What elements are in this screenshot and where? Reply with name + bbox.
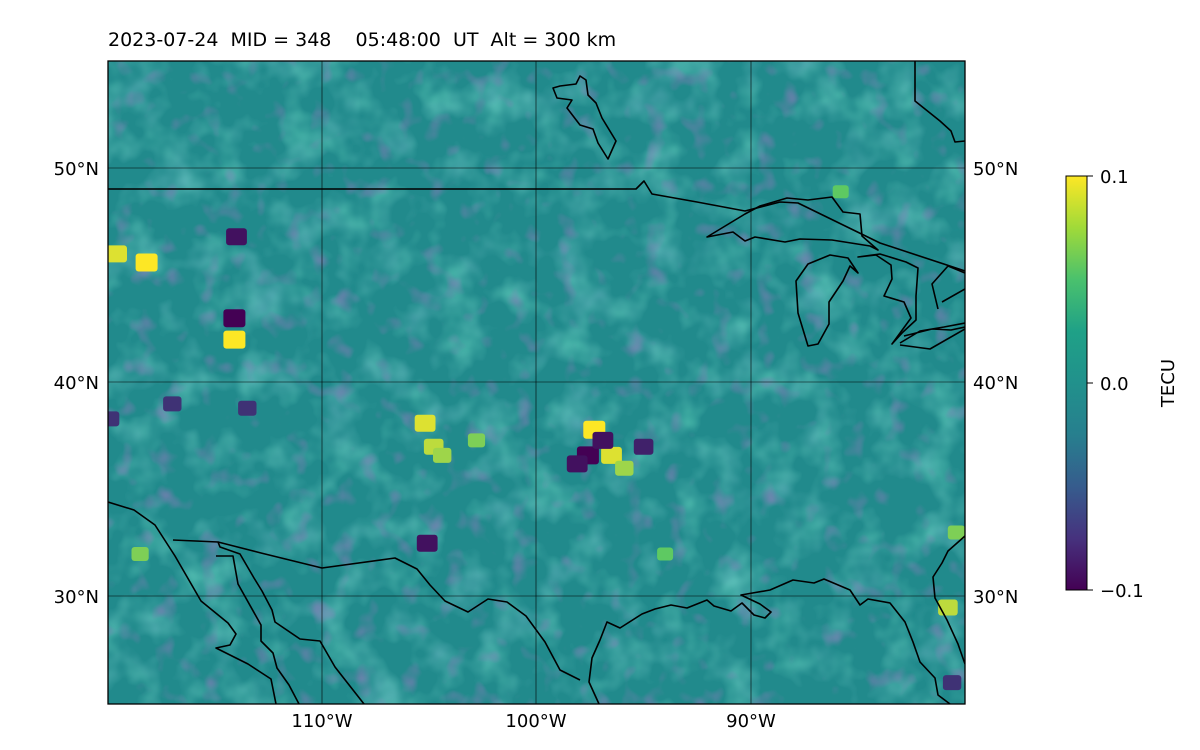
- coastlines-borders: [108, 61, 965, 704]
- tec-texture-dark: [108, 61, 965, 704]
- gulf-coast-west: [588, 578, 951, 704]
- lon-label-110w: 110°W: [291, 711, 352, 732]
- tec-field: [108, 61, 965, 704]
- tec-anomaly-4: [226, 228, 247, 246]
- lon-label-90w: 90°W: [726, 711, 776, 732]
- colorbar-tick-label-zero: 0.0: [1100, 374, 1129, 395]
- tec-anomaly-17: [416, 534, 438, 552]
- lat-label-30n-right: 30°N: [973, 587, 1018, 608]
- tec-anomaly-7: [414, 414, 436, 432]
- hudson-bay-coast: [914, 61, 965, 143]
- latitude-labels-right: 50°N 40°N 30°N: [973, 159, 1018, 608]
- tec-anomaly-22: [947, 525, 965, 540]
- lat-label-40n-right: 40°N: [973, 373, 1018, 394]
- james-bay-island: [552, 75, 617, 160]
- colorbar-gradient: [1065, 175, 1088, 591]
- colorbar-tick-label-min: −0.1: [1100, 581, 1144, 602]
- gridlines: [108, 61, 965, 704]
- tec-anomaly-16: [592, 431, 614, 449]
- tec-anomaly-2: [223, 330, 246, 349]
- tec-anomaly-9: [467, 433, 486, 448]
- lake-huron: [857, 253, 919, 345]
- tec-anomaly-24: [832, 185, 849, 199]
- anomaly-layer: [108, 185, 965, 691]
- tec-anomaly-25: [657, 547, 674, 561]
- tec-anomaly-18: [163, 396, 182, 412]
- tec-anomaly-15: [633, 438, 654, 455]
- lake-erie-ontario: [899, 265, 965, 350]
- tec-anomaly-0: [135, 253, 158, 272]
- tec-anomaly-19: [238, 400, 257, 416]
- lat-label-40n-left: 40°N: [54, 373, 99, 394]
- colorbar-tick-label-max: 0.1: [1100, 167, 1129, 188]
- florida-atlantic-coast: [932, 535, 965, 665]
- gulf-of-california-west: [216, 555, 300, 704]
- lon-label-100w: 100°W: [505, 711, 566, 732]
- map-frame: [107, 60, 966, 705]
- gulf-of-california-east: [172, 539, 365, 704]
- tec-anomaly-12: [615, 460, 634, 476]
- lat-label-50n-right: 50°N: [973, 159, 1018, 180]
- longitude-labels: 110°W 100°W 90°W: [291, 711, 776, 732]
- tec-anomaly-8: [433, 447, 452, 463]
- tec-anomaly-14: [566, 455, 588, 473]
- tec-anomaly-1: [108, 245, 127, 263]
- lat-label-50n-left: 50°N: [54, 159, 99, 180]
- us-canada-border: [108, 180, 965, 272]
- lake-michigan: [795, 254, 859, 347]
- lake-superior: [706, 196, 879, 251]
- tec-anomaly-5: [131, 547, 149, 561]
- plot-title: 2023-07-24 MID = 348 05:48:00 UT Alt = 3…: [108, 29, 617, 51]
- latitude-labels-left: 50°N 40°N 30°N: [54, 159, 99, 608]
- colorbar-label: TECU: [1158, 359, 1179, 408]
- lat-label-30n-left: 30°N: [54, 587, 99, 608]
- us-mexico-border: [217, 541, 581, 681]
- baja-california-coast: [108, 501, 277, 704]
- colorbar: 0.1 0.0 −0.1 TECU: [1065, 167, 1179, 602]
- tec-anomaly-10: [601, 446, 622, 464]
- tec-anomaly-3: [223, 309, 246, 328]
- tec-anomaly-20: [108, 411, 120, 427]
- tec-anomaly-23: [942, 675, 962, 691]
